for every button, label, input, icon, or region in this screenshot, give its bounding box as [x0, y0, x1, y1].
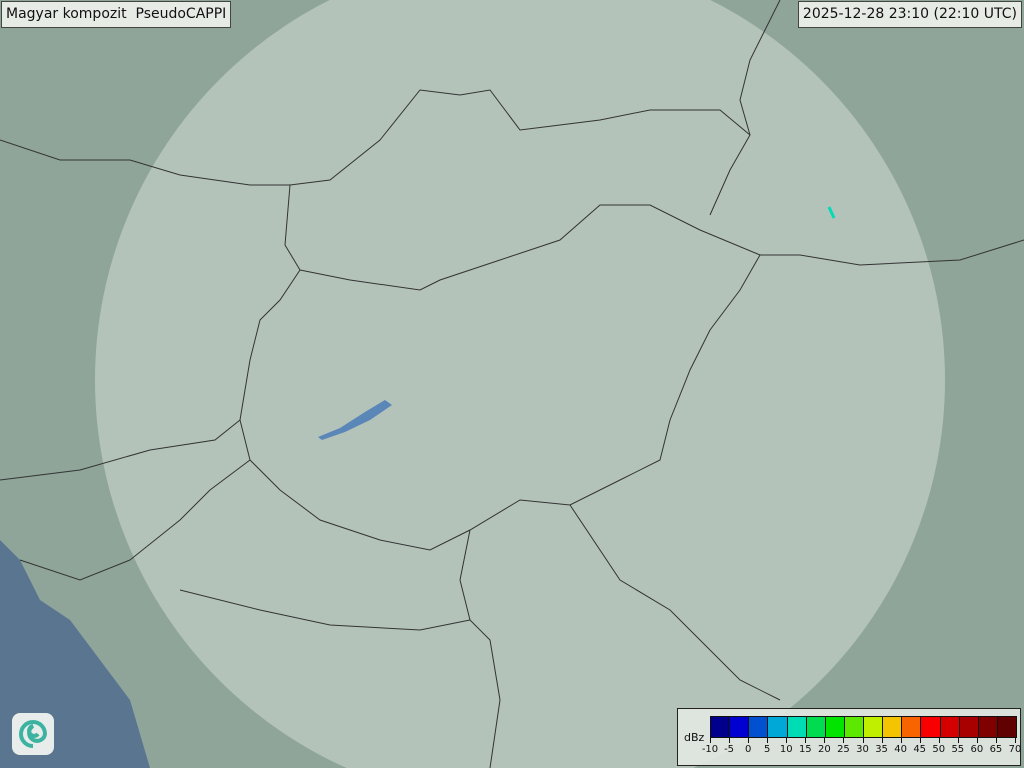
legend-tick-label: 25 [833, 738, 853, 755]
legend-swatch [825, 717, 845, 737]
sea-adriatic [0, 540, 150, 768]
radar-coverage-area [95, 0, 945, 768]
legend-unit: dBz [684, 731, 705, 744]
legend-swatch [883, 717, 903, 737]
legend-swatch [864, 717, 884, 737]
legend-swatch [768, 717, 788, 737]
legend-swatch [940, 717, 960, 737]
timestamp: 2025-12-28 23:10 (22:10 UTC) [797, 1, 1022, 28]
legend-tick-label: 20 [814, 738, 834, 755]
legend-swatch [711, 717, 731, 737]
legend-tick-label: 70 [1005, 738, 1024, 755]
legend-tick-label: 10 [776, 738, 796, 755]
legend-color-bar [710, 716, 1017, 738]
legend-tick-label: 35 [872, 738, 892, 755]
legend-tick-label: 60 [967, 738, 987, 755]
legend-tick-label: 30 [853, 738, 873, 755]
legend-swatch [997, 717, 1016, 737]
legend-tick-label: 55 [948, 738, 968, 755]
legend-swatch [921, 717, 941, 737]
legend-tick-label: 40 [891, 738, 911, 755]
product-title: Magyar kompozit PseudoCAPPI [1, 1, 232, 28]
legend-swatch [749, 717, 769, 737]
legend-swatch [806, 717, 826, 737]
legend-tick-label: -5 [719, 738, 739, 755]
legend-tick-label: 5 [757, 738, 777, 755]
legend-swatch [844, 717, 864, 737]
swirl-logo-icon [19, 720, 48, 748]
legend-tick-label: 45 [910, 738, 930, 755]
legend-tick-label: -10 [700, 738, 720, 755]
dbz-color-legend: dBz -10 -5 0 5 10 15 20 25 30 35 40 45 50 55 60 65 70 [677, 708, 1021, 766]
radar-echo [827, 206, 836, 219]
legend-swatch [902, 717, 922, 737]
legend-swatch [978, 717, 998, 737]
legend-tick-label: 0 [738, 738, 758, 755]
met-service-logo[interactable] [12, 713, 54, 755]
legend-tick-label: 65 [986, 738, 1006, 755]
legend-ticks: -10 -5 0 5 10 15 20 25 30 35 40 45 50 55 60 65 70 [702, 738, 1021, 762]
legend-swatch [959, 717, 979, 737]
legend-tick-label: 15 [795, 738, 815, 755]
legend-tick-label: 50 [929, 738, 949, 755]
legend-swatch [787, 717, 807, 737]
lake-balaton [318, 400, 392, 440]
legend-swatch [730, 717, 750, 737]
